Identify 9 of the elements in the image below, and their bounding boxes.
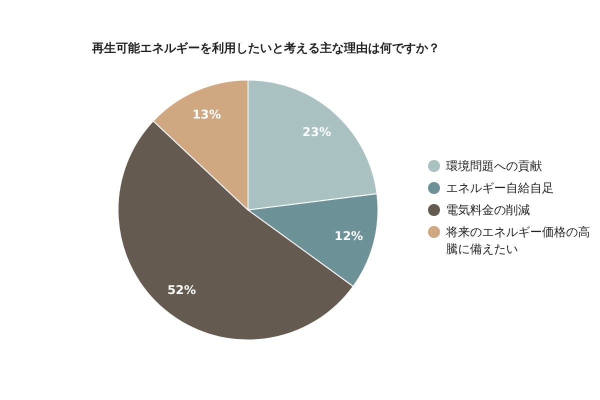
data-label: 12% [334, 228, 364, 243]
legend-label: 将来のエネルギー価格の高騰に備えたい [445, 225, 590, 256]
data-label: 52% [167, 283, 196, 298]
data-label: 23% [302, 124, 332, 139]
legend-label: 電気料金の削減 [446, 203, 530, 217]
legend-label: エネルギー自給自足 [446, 181, 554, 195]
data-label: 13% [192, 108, 222, 122]
chart-title: 再生可能エネルギーを利用したいと考える主な理由は何ですか？ [91, 41, 440, 55]
legend-label: 環境問題への貢献 [446, 159, 542, 173]
